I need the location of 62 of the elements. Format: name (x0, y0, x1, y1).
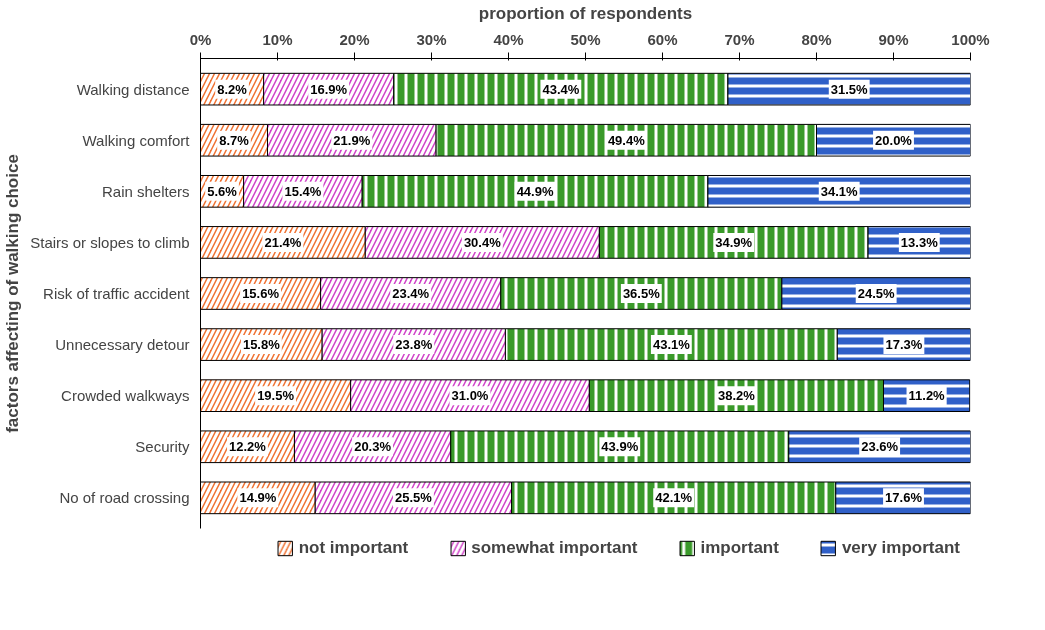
data-label: 21.9% (333, 132, 371, 148)
data-label: 5.6% (207, 183, 238, 199)
data-label: 13.3% (900, 234, 939, 250)
x-axis-title: proportion of respondents (478, 3, 693, 23)
data-label: 14.9% (239, 490, 277, 506)
x-tick-label: 30% (416, 30, 447, 48)
data-label: 17.3% (885, 337, 923, 353)
data-label: 8.7% (219, 132, 250, 148)
data-label: 25.5% (394, 490, 433, 506)
legend-label: important (700, 538, 779, 558)
legend-label: very important (841, 538, 960, 558)
data-label: 42.1% (655, 490, 693, 506)
y-tick-label: No of road crossing (59, 489, 190, 507)
x-tick-label: 70% (724, 30, 755, 48)
data-label: 16.9% (310, 81, 348, 97)
legend-label: somewhat important (471, 538, 638, 558)
data-label: 20.0% (875, 132, 913, 148)
data-label: 44.9% (516, 183, 554, 199)
y-tick-label: Unnecessary detour (55, 336, 190, 354)
x-tick-label: 90% (878, 30, 909, 48)
data-label: 17.6% (885, 490, 923, 506)
y-tick-label: Rain shelters (101, 182, 190, 200)
data-label: 21.4% (264, 234, 302, 250)
data-label: 43.9% (601, 439, 639, 455)
data-label: 15.4% (284, 183, 322, 199)
data-label: 12.2% (229, 439, 267, 455)
data-label: 11.2% (908, 388, 946, 404)
x-tick-label: 20% (339, 30, 370, 48)
data-label: 24.5% (857, 286, 896, 301)
data-label: 30.4% (463, 234, 502, 250)
data-label: 34.1% (820, 183, 859, 199)
y-tick-label: Walking comfort (82, 131, 191, 149)
y-tick-label: Risk of traffic accident (43, 285, 191, 302)
data-label: 23.4% (392, 286, 430, 301)
y-tick-label: Security (135, 438, 190, 456)
data-label: 23.8% (395, 337, 433, 353)
legend-label: not important (298, 538, 409, 558)
data-label: 49.4% (607, 132, 646, 148)
x-tick-label: 80% (801, 30, 832, 48)
data-label: 43.1% (652, 337, 691, 353)
x-tick-label: 100% (951, 30, 990, 48)
data-label: 36.5% (622, 286, 661, 301)
x-tick-label: 10% (262, 30, 293, 48)
data-label: 23.6% (861, 439, 899, 455)
data-label: 38.2% (717, 388, 756, 404)
y-axis-title: factors affecting of walking choice (3, 154, 23, 433)
data-label: 31.5% (830, 81, 869, 97)
data-label: 31.0% (451, 388, 489, 404)
x-tick-label: 0% (189, 30, 212, 48)
x-tick-label: 50% (570, 30, 601, 48)
x-tick-label: 40% (493, 30, 524, 48)
data-label: 8.2% (217, 81, 248, 97)
data-label: 15.6% (242, 286, 280, 301)
data-label: 20.3% (354, 439, 392, 455)
y-tick-label: Stairs or slopes to climb (30, 233, 190, 251)
data-label: 43.4% (542, 81, 580, 97)
data-label: 34.9% (715, 234, 753, 250)
data-label: 19.5% (257, 388, 295, 404)
y-tick-label: Walking distance (76, 80, 190, 98)
y-tick-label: Crowded walkways (61, 387, 190, 405)
x-tick-label: 60% (647, 30, 678, 48)
data-label: 15.8% (242, 337, 281, 353)
